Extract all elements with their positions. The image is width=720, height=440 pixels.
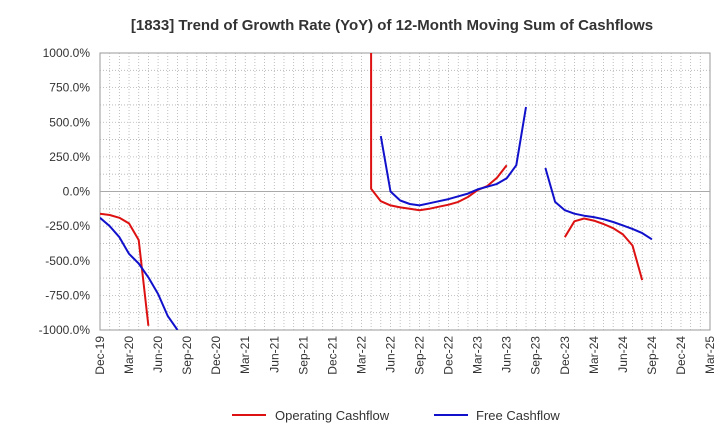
y-tick-label: 0.0% xyxy=(63,185,91,199)
x-tick-label: Sep-23 xyxy=(529,336,543,375)
y-tick-label: -750.0% xyxy=(45,288,90,302)
x-tick-label: Dec-21 xyxy=(325,336,339,375)
x-tick-label: Sep-24 xyxy=(645,336,659,375)
series-line-operating-cashflow xyxy=(563,217,644,281)
x-tick-label: Jun-21 xyxy=(267,336,281,373)
y-tick-label: -500.0% xyxy=(45,254,90,268)
x-tick-label: Jun-22 xyxy=(383,336,397,373)
series-line-operating-cashflow xyxy=(100,212,150,326)
x-tick-label: Mar-23 xyxy=(471,336,485,374)
x-tick-label: Dec-19 xyxy=(93,336,107,375)
legend-label-free: Free Cashflow xyxy=(476,408,560,423)
x-tick-label: Jun-23 xyxy=(500,336,514,373)
grid xyxy=(100,53,710,330)
series-layer xyxy=(100,53,653,330)
series-line-free-cashflow xyxy=(379,106,527,207)
legend: Operating Cashflow Free Cashflow xyxy=(232,408,560,423)
x-tick-label: Mar-25 xyxy=(703,336,717,374)
x-tick-label: Mar-22 xyxy=(354,336,368,374)
y-tick-label: -250.0% xyxy=(45,219,90,233)
series-line-free-cashflow xyxy=(100,217,179,330)
x-tick-label: Jun-20 xyxy=(151,336,165,373)
y-tick-label: -1000.0% xyxy=(39,323,91,337)
y-tick-label: 500.0% xyxy=(49,115,90,129)
x-tick-label: Mar-20 xyxy=(122,336,136,374)
legend-label-operating: Operating Cashflow xyxy=(275,408,390,423)
y-tick-label: 1000.0% xyxy=(43,46,91,60)
x-tick-label: Sep-22 xyxy=(413,336,427,375)
x-tick-label: Dec-23 xyxy=(558,336,572,375)
x-tick-label: Mar-24 xyxy=(587,336,601,374)
x-tick-label: Dec-20 xyxy=(209,336,223,375)
y-axis: 1000.0% 750.0% 500.0% 250.0% 0.0% -250.0% -500… xyxy=(39,46,91,337)
x-tick-label: Sep-20 xyxy=(180,336,194,375)
x-tick-label: Sep-21 xyxy=(296,336,310,375)
x-tick-label: Dec-24 xyxy=(674,336,688,375)
x-tick-label: Dec-22 xyxy=(442,336,456,375)
series-line-free-cashflow xyxy=(544,167,653,241)
x-tick-label: Jun-24 xyxy=(616,336,630,373)
y-tick-label: 750.0% xyxy=(49,81,90,95)
y-tick-label: 250.0% xyxy=(49,150,90,164)
x-axis: Dec-19 Mar-20 Jun-20 Sep-20 Dec-20 Mar-21 Jun-… xyxy=(93,336,717,375)
chart-title: [1833] Trend of Growth Rate (YoY) of 12-… xyxy=(131,17,653,34)
x-tick-label: Mar-21 xyxy=(238,336,252,374)
